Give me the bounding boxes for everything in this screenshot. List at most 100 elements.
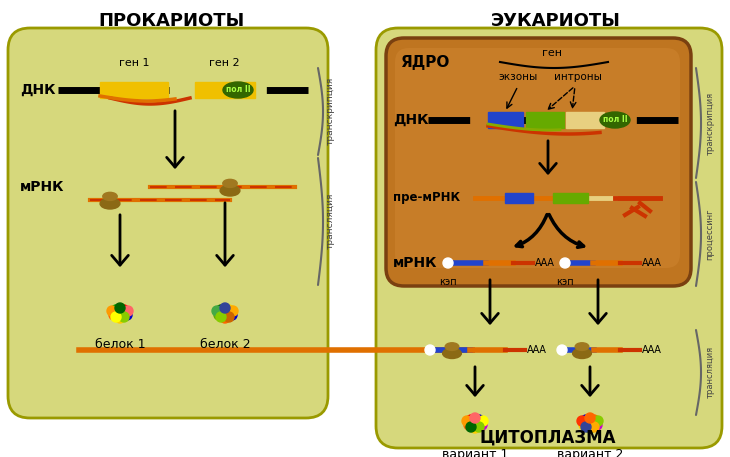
Text: ААА: ААА (642, 345, 662, 355)
Circle shape (478, 416, 488, 426)
Text: ЯДРО: ЯДРО (400, 55, 450, 70)
Text: ЦИТОПЛАЗМА: ЦИТОПЛАЗМА (480, 429, 616, 447)
Text: ААА: ААА (642, 258, 662, 268)
Circle shape (464, 420, 474, 430)
Circle shape (115, 303, 125, 313)
Circle shape (228, 306, 238, 316)
Circle shape (216, 312, 226, 322)
Circle shape (470, 418, 480, 428)
Text: пол II: пол II (603, 116, 627, 124)
Text: ДНК: ДНК (20, 83, 55, 97)
Circle shape (224, 312, 234, 322)
FancyBboxPatch shape (386, 38, 691, 286)
Circle shape (107, 306, 117, 316)
Text: трансляция: трансляция (705, 346, 715, 398)
Circle shape (581, 415, 591, 425)
Text: ген 1: ген 1 (119, 58, 149, 68)
Circle shape (220, 313, 230, 323)
Circle shape (585, 413, 595, 423)
Circle shape (557, 345, 567, 355)
Circle shape (589, 415, 599, 425)
Circle shape (474, 415, 484, 425)
Ellipse shape (220, 185, 240, 196)
Text: ААА: ААА (527, 345, 547, 355)
Text: ПРОКАРИОТЫ: ПРОКАРИОТЫ (99, 12, 245, 30)
Circle shape (119, 305, 129, 315)
Ellipse shape (600, 112, 630, 128)
FancyBboxPatch shape (376, 28, 722, 448)
Circle shape (585, 423, 595, 433)
Text: процессинг: процессинг (705, 208, 715, 260)
Circle shape (119, 312, 129, 322)
Text: ЭУКАРИОТЫ: ЭУКАРИОТЫ (491, 12, 621, 30)
Text: пре-мРНК: пре-мРНК (393, 191, 460, 204)
FancyBboxPatch shape (395, 48, 680, 268)
Circle shape (589, 422, 599, 432)
Ellipse shape (445, 343, 458, 351)
Circle shape (220, 303, 230, 313)
Circle shape (111, 305, 121, 315)
Ellipse shape (103, 192, 118, 201)
Text: экзоны: экзоны (499, 72, 537, 82)
Circle shape (216, 305, 226, 315)
Text: ген: ген (542, 48, 562, 58)
Ellipse shape (442, 348, 461, 358)
Circle shape (585, 418, 595, 428)
Circle shape (109, 310, 119, 320)
Circle shape (470, 423, 480, 433)
Text: ААА: ААА (535, 258, 555, 268)
Circle shape (466, 415, 476, 425)
Text: белок 1: белок 1 (95, 338, 145, 351)
Circle shape (592, 420, 602, 430)
Ellipse shape (575, 343, 589, 351)
Text: белок 2: белок 2 (200, 338, 250, 351)
Text: интроны: интроны (554, 72, 602, 82)
Circle shape (227, 310, 237, 320)
Text: ДНК: ДНК (393, 113, 429, 127)
Circle shape (581, 422, 591, 432)
Bar (505, 193, 533, 203)
Bar (566, 112, 604, 128)
Text: кэп: кэп (556, 277, 574, 287)
Text: вариант 1: вариант 1 (442, 448, 508, 457)
Ellipse shape (223, 82, 253, 98)
Circle shape (212, 306, 222, 316)
Circle shape (122, 310, 132, 320)
Bar (526, 112, 564, 128)
Text: пол II: пол II (226, 85, 250, 95)
Text: транскрипция: транскрипция (326, 77, 334, 145)
Ellipse shape (223, 179, 237, 187)
Text: транскрипция: транскрипция (705, 91, 715, 154)
Circle shape (123, 306, 133, 316)
Bar (195, 82, 255, 98)
Ellipse shape (100, 198, 120, 209)
Ellipse shape (572, 348, 591, 358)
Circle shape (470, 413, 480, 423)
Circle shape (220, 308, 230, 318)
Circle shape (111, 312, 121, 322)
Circle shape (214, 310, 224, 320)
Bar (488, 112, 523, 128)
Circle shape (466, 422, 476, 432)
Text: ген 2: ген 2 (209, 58, 239, 68)
Circle shape (593, 416, 603, 426)
Circle shape (474, 422, 484, 432)
Circle shape (560, 258, 570, 268)
Text: вариант 2: вариант 2 (557, 448, 623, 457)
Circle shape (115, 308, 125, 318)
Circle shape (477, 420, 487, 430)
Circle shape (579, 420, 589, 430)
Text: мРНК: мРНК (20, 180, 64, 194)
Text: кэп: кэп (439, 277, 457, 287)
Circle shape (224, 305, 234, 315)
Bar (553, 193, 588, 203)
Circle shape (425, 345, 435, 355)
Circle shape (115, 313, 125, 323)
Circle shape (443, 258, 453, 268)
Text: трансляция: трансляция (326, 193, 334, 249)
Bar (100, 82, 168, 98)
Circle shape (577, 416, 587, 426)
Circle shape (462, 416, 472, 426)
Text: мРНК: мРНК (393, 256, 437, 270)
FancyBboxPatch shape (8, 28, 328, 418)
